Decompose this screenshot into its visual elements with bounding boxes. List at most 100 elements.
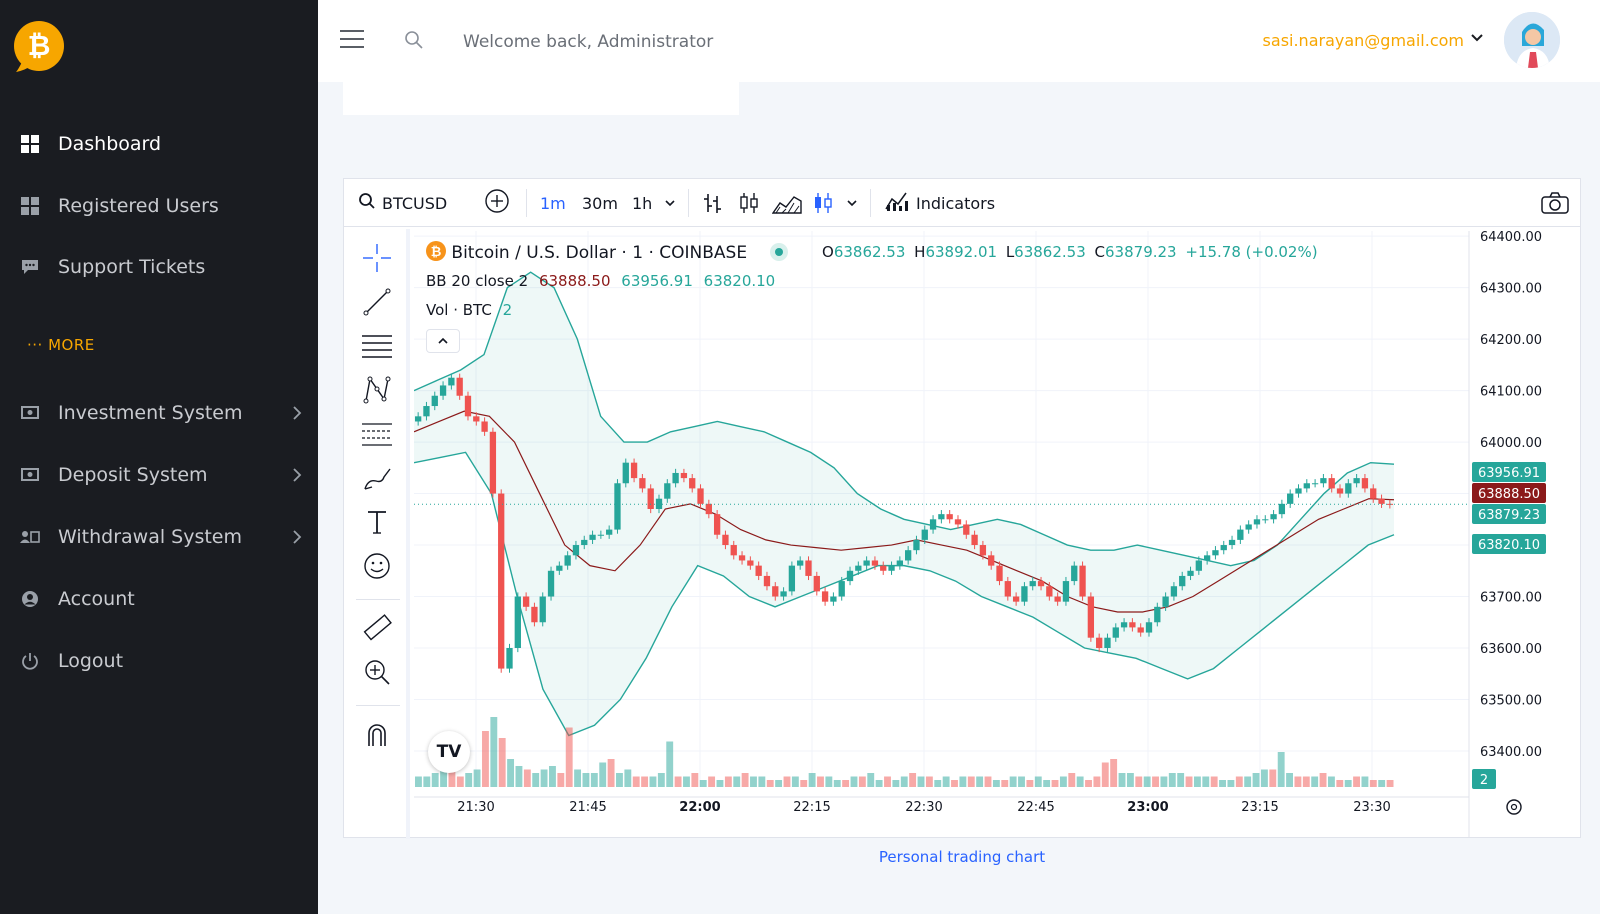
avatar[interactable] (1504, 12, 1560, 68)
price-chart[interactable]: 64400.00 64300.00 64200.00 64100.00 64000.00… (413, 230, 1582, 837)
personal-trading-chart-link[interactable]: Personal trading chart (878, 848, 1046, 866)
chevron-down-icon[interactable] (1470, 30, 1484, 49)
sidebar-item-registered-users[interactable]: Registered Users (20, 186, 310, 226)
chevron-right-icon (292, 528, 302, 550)
sidebar-item-withdrawal-system[interactable]: Withdrawal System (20, 517, 310, 557)
interval-30m[interactable]: 30m (582, 193, 618, 213)
sidebar-item-deposit-system[interactable]: Deposit System (20, 455, 310, 495)
tradingview-logo-icon[interactable]: TV (428, 731, 470, 773)
candle (1062, 581, 1070, 602)
volume-bar (934, 780, 942, 787)
search-icon[interactable] (404, 30, 424, 54)
price-label-badge (1472, 534, 1546, 554)
volume-bar (1202, 776, 1210, 787)
sidebar-item-account[interactable]: Account (20, 579, 310, 619)
chart-canvas[interactable]: 64400.00 64300.00 64200.00 64100.00 64000.00… (413, 230, 1582, 837)
emoji-icon[interactable] (360, 549, 394, 583)
bitcoin-icon: ₿ (426, 241, 446, 266)
volume-bar (1118, 773, 1126, 787)
ruler-icon[interactable] (360, 611, 394, 645)
bollinger-lower-line (413, 451, 1395, 737)
area-style-icon[interactable] (772, 191, 802, 215)
candle (547, 570, 555, 597)
sidebar-item-dashboard[interactable]: Dashboard (20, 124, 310, 164)
volume-bar (867, 773, 875, 787)
user-card-icon (20, 527, 40, 547)
compare-symbol-button[interactable] (484, 189, 510, 215)
price-label-badge (1472, 483, 1546, 503)
bitcoin-logo-icon[interactable]: ₿ (12, 20, 66, 74)
volume-bar (1269, 769, 1277, 787)
volume-bar (875, 780, 883, 787)
camera-icon[interactable] (1540, 191, 1570, 215)
trend-line-icon[interactable] (360, 285, 394, 319)
bars-style-icon[interactable] (702, 191, 724, 215)
candle (1311, 483, 1319, 485)
indicators-button[interactable]: Indicators (884, 191, 995, 215)
y-tick-label: 63700.00 (1480, 591, 1542, 606)
x-tick-label: 22:00 (679, 800, 720, 815)
horizontal-lines-icon[interactable] (360, 329, 394, 363)
candle (498, 493, 505, 669)
volume-bar (1369, 780, 1377, 787)
interval-1m[interactable]: 1m (540, 193, 566, 213)
pattern-icon[interactable] (360, 373, 394, 407)
volume-bar (1386, 780, 1394, 787)
magnet-icon[interactable] (360, 717, 394, 751)
hamburger-menu-icon[interactable] (340, 30, 364, 50)
volume-bar (1353, 776, 1360, 787)
candle (697, 488, 704, 504)
crosshair-icon[interactable] (360, 241, 394, 275)
candle (1203, 555, 1211, 561)
interval-dropdown-chevron-icon[interactable] (664, 191, 676, 215)
volume-bar (1168, 773, 1176, 787)
volume-bar (900, 776, 908, 787)
zoom-in-icon[interactable] (360, 655, 394, 689)
candle (780, 591, 787, 597)
volume-bar (440, 769, 448, 787)
volume-bar (1327, 776, 1335, 787)
sidebar-item-investment-system[interactable]: Investment System (20, 393, 310, 433)
candle (630, 462, 638, 479)
candle (522, 596, 530, 607)
candle (1295, 488, 1302, 494)
x-tick-label: 23:15 (1241, 800, 1278, 815)
volume-bar (1009, 776, 1017, 787)
settings-gear-icon[interactable] (1506, 799, 1522, 815)
collapse-legend-button[interactable] (426, 329, 460, 353)
candle (921, 529, 928, 540)
indicators-label: Indicators (916, 193, 996, 213)
candle (1303, 483, 1310, 489)
volume-bar (657, 773, 665, 787)
sidebar-item-label: Support Tickets (58, 256, 206, 278)
text-tool-icon[interactable] (360, 505, 394, 539)
symbol-search-button[interactable]: BTCUSD (358, 191, 447, 215)
sidebar-item-label: Deposit System (58, 464, 208, 486)
brush-icon[interactable] (360, 461, 394, 495)
x-tick-label: 23:00 (1127, 800, 1168, 815)
y-tick-label: 64200.00 (1480, 333, 1542, 348)
volume-bar (758, 776, 766, 787)
candle (1328, 478, 1335, 489)
candle (1046, 586, 1053, 597)
dashboard-icon (20, 134, 40, 154)
volume-bar (1018, 776, 1025, 787)
candle (1079, 565, 1086, 597)
x-tick-label: 21:45 (569, 800, 606, 815)
volume-bar (616, 773, 623, 787)
candle (439, 385, 447, 396)
interval-1h[interactable]: 1h (632, 193, 653, 213)
sidebar-item-logout[interactable]: Logout (20, 641, 310, 681)
sidebar-item-support-tickets[interactable]: Support Tickets (20, 247, 310, 287)
volume-bar (1361, 776, 1369, 787)
candles-style-icon[interactable] (738, 191, 760, 215)
hollow-candles-icon[interactable] (812, 191, 834, 215)
candle (913, 539, 920, 551)
candle (971, 534, 978, 546)
candle (431, 395, 438, 407)
candle (805, 560, 812, 576)
user-email[interactable]: sasi.narayan@gmail.com (1262, 31, 1464, 50)
volume-bar (523, 769, 531, 787)
fib-retracement-icon[interactable] (360, 417, 394, 451)
chart-style-dropdown-chevron-icon[interactable] (846, 191, 858, 215)
